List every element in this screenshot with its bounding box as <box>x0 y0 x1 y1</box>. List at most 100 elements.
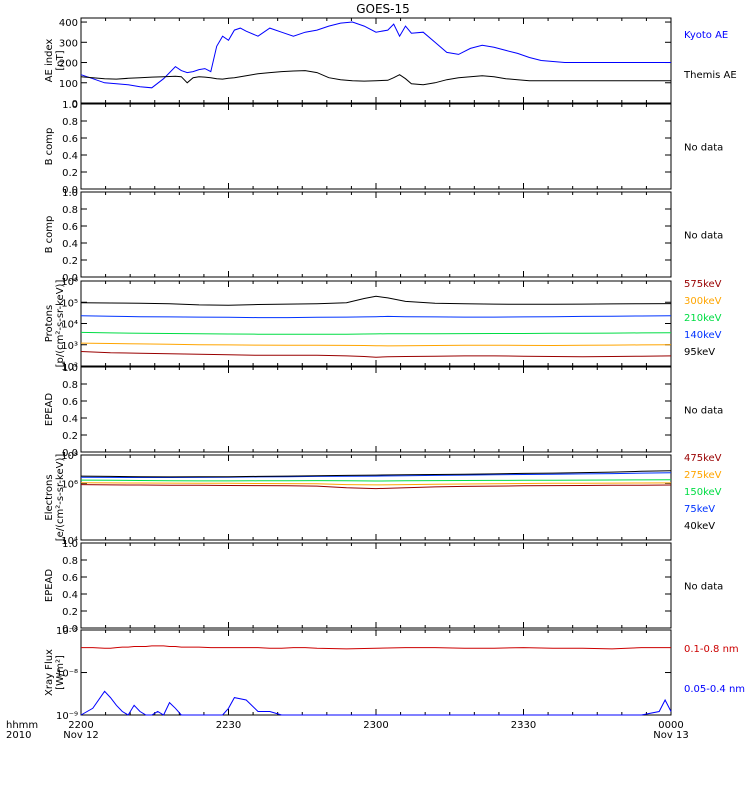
y-tick-label: 1.0 <box>62 363 78 374</box>
legend-275kev: 275keV <box>684 470 722 481</box>
no-data-label: No data <box>684 231 723 242</box>
x-tick-label: 0000 <box>658 720 683 731</box>
y-tick-label: 0.6 <box>62 573 78 584</box>
legend-150kev: 150keV <box>684 487 722 498</box>
y-axis-label: AE index <box>44 39 55 83</box>
y-tick-label: 0 <box>72 99 78 110</box>
y-tick-label: 10⁻⁸ <box>56 626 78 637</box>
panel-frame <box>80 366 672 453</box>
y-tick-label: 1.0 <box>62 188 78 199</box>
y-tick-label: 0.8 <box>62 556 78 567</box>
y-tick-label: 0.8 <box>62 205 78 216</box>
y-tick-label: 200 <box>59 59 78 70</box>
y-tick-label: 0.8 <box>62 117 78 128</box>
x-tick-label: 2230 <box>216 720 241 731</box>
legend-575kev: 575keV <box>684 279 722 290</box>
y-axis-label: Electrons <box>44 474 55 520</box>
legend-75kev: 75keV <box>684 504 715 515</box>
series-line-0-05-0-4-nm <box>80 690 672 716</box>
panel-frame <box>80 191 672 278</box>
legend-475kev: 475keV <box>684 453 722 464</box>
series-line-140kev <box>80 315 672 319</box>
y-tick-label: 0.4 <box>62 151 78 162</box>
y-axis-label: [p/(cm²-s-sr-keV)] <box>55 280 66 368</box>
y-tick-label: 400 <box>59 18 78 29</box>
y-tick-label: 0.2 <box>62 431 78 442</box>
y-tick-label: 0.4 <box>62 414 78 425</box>
legend-95kev: 95keV <box>684 347 715 358</box>
time-label-line2: 2010 <box>6 730 31 741</box>
y-tick-label: 10² <box>61 362 78 373</box>
series-line-kyoto-ae <box>80 21 671 89</box>
y-tick-label: 10⁶ <box>61 479 78 490</box>
y-tick-label: 0.6 <box>62 134 78 145</box>
y-tick-label: 0.2 <box>62 607 78 618</box>
y-tick-label: 0.0 <box>62 624 78 635</box>
legend-40kev: 40keV <box>684 521 715 532</box>
no-data-label: No data <box>684 406 723 417</box>
series-line-150kev <box>80 479 672 482</box>
panel-bcomp1: 0.0 0.2 0.4 0.6 0.8 1.0 B comp No data <box>44 100 723 196</box>
y-tick-label: 10⁵ <box>61 298 78 309</box>
x-tick-label: 2200 <box>68 720 93 731</box>
series-line-210kev <box>80 331 672 335</box>
y-tick-label: 10⁴ <box>61 536 78 547</box>
legend-210kev: 210keV <box>684 313 722 324</box>
y-tick-label: 0.6 <box>62 397 78 408</box>
panel-protons: 10² 10³ 10⁴ 10⁵ 10⁶ Protons [p/(cm²-s-sr-keV)]… <box>44 277 722 373</box>
y-tick-label: 0.0 <box>62 185 78 196</box>
panel-electrons: 10⁴ 10⁶ 10⁸ Electrons [e/(cm²-s-sr-keV)] 475k… <box>44 451 722 547</box>
y-axis-label: [W/m²] <box>55 655 66 690</box>
y-tick-label: 100 <box>59 79 78 90</box>
legend-themis-ae: Themis AE <box>683 70 737 81</box>
y-tick-label: 10⁸ <box>61 451 78 462</box>
panel-epead2: 0.0 0.2 0.4 0.6 0.8 1.0 EPEAD No data <box>44 539 723 635</box>
y-axis-label: EPEAD <box>44 393 55 427</box>
y-tick-label: 10⁴ <box>61 320 78 331</box>
no-data-label: No data <box>684 582 723 593</box>
panel-frame <box>80 103 672 190</box>
series-line-300kev <box>80 342 672 347</box>
y-tick-label: 0.4 <box>62 239 78 250</box>
panel-frame <box>80 542 672 629</box>
y-axis-label: EPEAD <box>44 569 55 603</box>
panel-ae: 0 100 200 300 400 AE index [nT] Kyoto AE Themis … <box>44 17 737 110</box>
no-data-label: No data <box>684 143 723 154</box>
panel-frame <box>80 17 672 104</box>
y-axis-label: Protons <box>44 305 55 342</box>
y-tick-label: 0.6 <box>62 222 78 233</box>
legend-kyoto-ae: Kyoto AE <box>684 30 728 41</box>
y-tick-label: 1.0 <box>62 100 78 111</box>
y-tick-label: 10⁶ <box>61 277 78 288</box>
series-line-themis-ae <box>80 70 671 86</box>
y-axis-label: Xray Flux <box>44 649 55 696</box>
y-axis-label: B comp <box>44 216 55 254</box>
series-line-40kev <box>80 470 672 478</box>
y-tick-label: 10⁻⁹ <box>56 711 78 722</box>
series-line-0-1-0-8-nm <box>81 645 671 650</box>
chart-title: GOES-15 <box>356 2 410 16</box>
series-line-95kev <box>80 295 672 306</box>
legend-300kev: 300keV <box>684 296 722 307</box>
y-tick-label: 1.0 <box>62 539 78 550</box>
legend-0-05-0-4-nm: 0.05-0.4 nm <box>684 684 745 695</box>
panel-bcomp2: 0.0 0.2 0.4 0.6 0.8 1.0 B comp No data <box>44 188 723 284</box>
y-tick-label: 10³ <box>61 341 78 352</box>
y-axis-label: [e/(cm²-s-sr-keV)] <box>55 454 66 542</box>
panel-frame <box>80 454 672 541</box>
y-tick-label: 0.2 <box>62 168 78 179</box>
legend-140kev: 140keV <box>684 330 722 341</box>
y-axis-label: B comp <box>44 128 55 166</box>
y-tick-label: 0.4 <box>62 590 78 601</box>
legend-0-1-0-8-nm: 0.1-0.8 nm <box>684 644 739 655</box>
x-tick-label: 2330 <box>511 720 536 731</box>
y-axis-label: [nT] <box>55 50 66 70</box>
panels: 0 100 200 300 400 AE index [nT] Kyoto AE Themis … <box>44 17 745 722</box>
y-tick-label: 300 <box>59 38 78 49</box>
series-line-275kev <box>80 482 672 486</box>
y-tick-label: 0.0 <box>62 273 78 284</box>
y-tick-label: 0.8 <box>62 380 78 391</box>
